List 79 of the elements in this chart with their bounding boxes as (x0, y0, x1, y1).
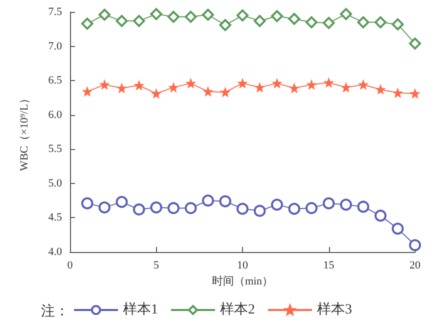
legend-title: 注： (41, 304, 69, 320)
point (290, 84, 299, 93)
point (322, 197, 335, 210)
point (186, 78, 196, 88)
point (306, 202, 318, 214)
point (116, 14, 128, 27)
point (98, 201, 110, 214)
point (340, 198, 352, 211)
point (168, 202, 180, 214)
point (376, 84, 385, 94)
point (374, 16, 386, 28)
y-tick-label: 4.0 (48, 246, 62, 258)
point (202, 8, 214, 21)
point (410, 89, 420, 98)
point (288, 202, 300, 215)
point (81, 18, 94, 30)
point (272, 78, 282, 88)
point (342, 82, 350, 92)
point (254, 14, 266, 27)
x-axis-title: 时间（min） (212, 274, 274, 288)
point (236, 202, 248, 215)
point (82, 87, 92, 96)
point (133, 14, 145, 27)
y-tick-label: 6.5 (48, 74, 62, 87)
legend-label: 样本2 (220, 302, 255, 318)
point (393, 88, 402, 98)
y-tick-label: 5.5 (48, 143, 62, 156)
y-tick-label: 7.5 (48, 6, 62, 18)
point (219, 195, 232, 208)
legend-label: 样本1 (123, 302, 158, 318)
legend-label: 样本3 (317, 302, 352, 318)
point (169, 82, 178, 92)
point (409, 239, 421, 252)
point (392, 222, 404, 235)
point (150, 201, 162, 214)
point (238, 78, 247, 88)
y-tick-label: 5.0 (48, 177, 62, 190)
point (219, 19, 232, 32)
point (358, 80, 368, 90)
point (271, 10, 283, 22)
x-tick-label: 5 (154, 260, 160, 272)
x-tick-label: 10 (237, 260, 248, 272)
point (202, 194, 214, 207)
point (236, 9, 248, 22)
point (184, 202, 197, 214)
y-tick-label: 4.5 (48, 212, 62, 224)
point (306, 16, 318, 28)
x-tick-label: 0 (67, 260, 74, 272)
point (357, 200, 370, 213)
point (255, 82, 264, 92)
point (150, 8, 162, 20)
point (117, 84, 126, 93)
point (271, 198, 283, 211)
point (98, 8, 110, 21)
point (307, 80, 316, 90)
point (116, 196, 128, 208)
point (220, 88, 230, 97)
y-axis-title: WBC（×10⁹/L） (18, 93, 30, 171)
point (254, 204, 266, 217)
point (340, 8, 352, 20)
point (133, 203, 145, 216)
point (134, 80, 144, 90)
point (288, 12, 300, 25)
point (322, 16, 335, 29)
point (184, 10, 197, 23)
point (168, 10, 180, 23)
point (374, 210, 386, 222)
x-tick-label: 15 (323, 260, 335, 272)
point (100, 80, 109, 90)
y-tick-label: 6.0 (48, 108, 62, 121)
y-tick-label: 7.0 (48, 40, 62, 52)
point (409, 38, 421, 50)
point (324, 78, 334, 88)
x-tick-label: 20 (410, 260, 421, 272)
point (81, 197, 94, 210)
point (152, 89, 161, 98)
point (204, 87, 212, 96)
point (392, 18, 404, 30)
point (357, 16, 370, 28)
